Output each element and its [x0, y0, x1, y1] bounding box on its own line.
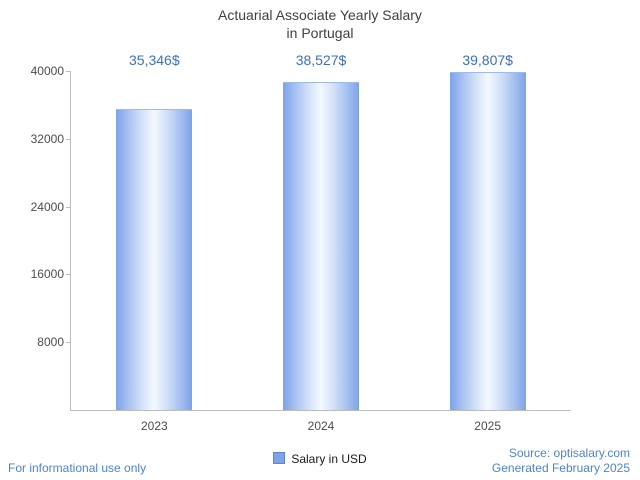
- bar-value-label: 35,346$: [129, 52, 180, 68]
- x-axis-label: 2025: [474, 419, 501, 433]
- x-axis-label: 2023: [140, 419, 168, 433]
- y-axis-tick: [66, 71, 70, 72]
- chart-title-line1: Actuarial Associate Yearly Salary: [218, 7, 422, 23]
- x-axis-label: 2024: [307, 419, 335, 433]
- plot-area: 35,346$ 2023 38,527$ 2024 39,807$ 2025: [70, 52, 571, 433]
- y-axis-label: 8000: [37, 335, 64, 350]
- y-axis-label: 24000: [30, 199, 64, 214]
- y-axis-tick: [66, 342, 70, 343]
- y-axis-tick: [66, 207, 70, 208]
- chart-title: Actuarial Associate Yearly Salary in Por…: [0, 6, 640, 42]
- legend-swatch-icon: [273, 452, 286, 464]
- y-axis-tick: [66, 139, 70, 140]
- y-axis-label: 40000: [30, 64, 64, 78]
- y-axis-label: 16000: [30, 267, 64, 282]
- bar-2024[interactable]: [283, 82, 359, 410]
- bar-2025[interactable]: [449, 72, 526, 410]
- y-axis-tick: [66, 274, 70, 275]
- source-link[interactable]: Source: optisalary.com: [508, 446, 630, 460]
- legend-label: Salary in USD: [291, 452, 367, 466]
- bar-value-label: 38,527$: [295, 52, 347, 68]
- generated-date: Generated February 2025: [491, 461, 630, 475]
- bar-value-label: 39,807$: [462, 52, 513, 68]
- bar-2023[interactable]: [116, 109, 193, 410]
- y-axis-label: 32000: [30, 131, 64, 146]
- legend: Salary in USD: [0, 452, 640, 466]
- chart-title-line2: in Portugal: [286, 25, 354, 41]
- footer-attribution: Source: optisalary.com Generated Februar…: [492, 446, 630, 476]
- disclaimer-text: For informational use only: [8, 461, 147, 475]
